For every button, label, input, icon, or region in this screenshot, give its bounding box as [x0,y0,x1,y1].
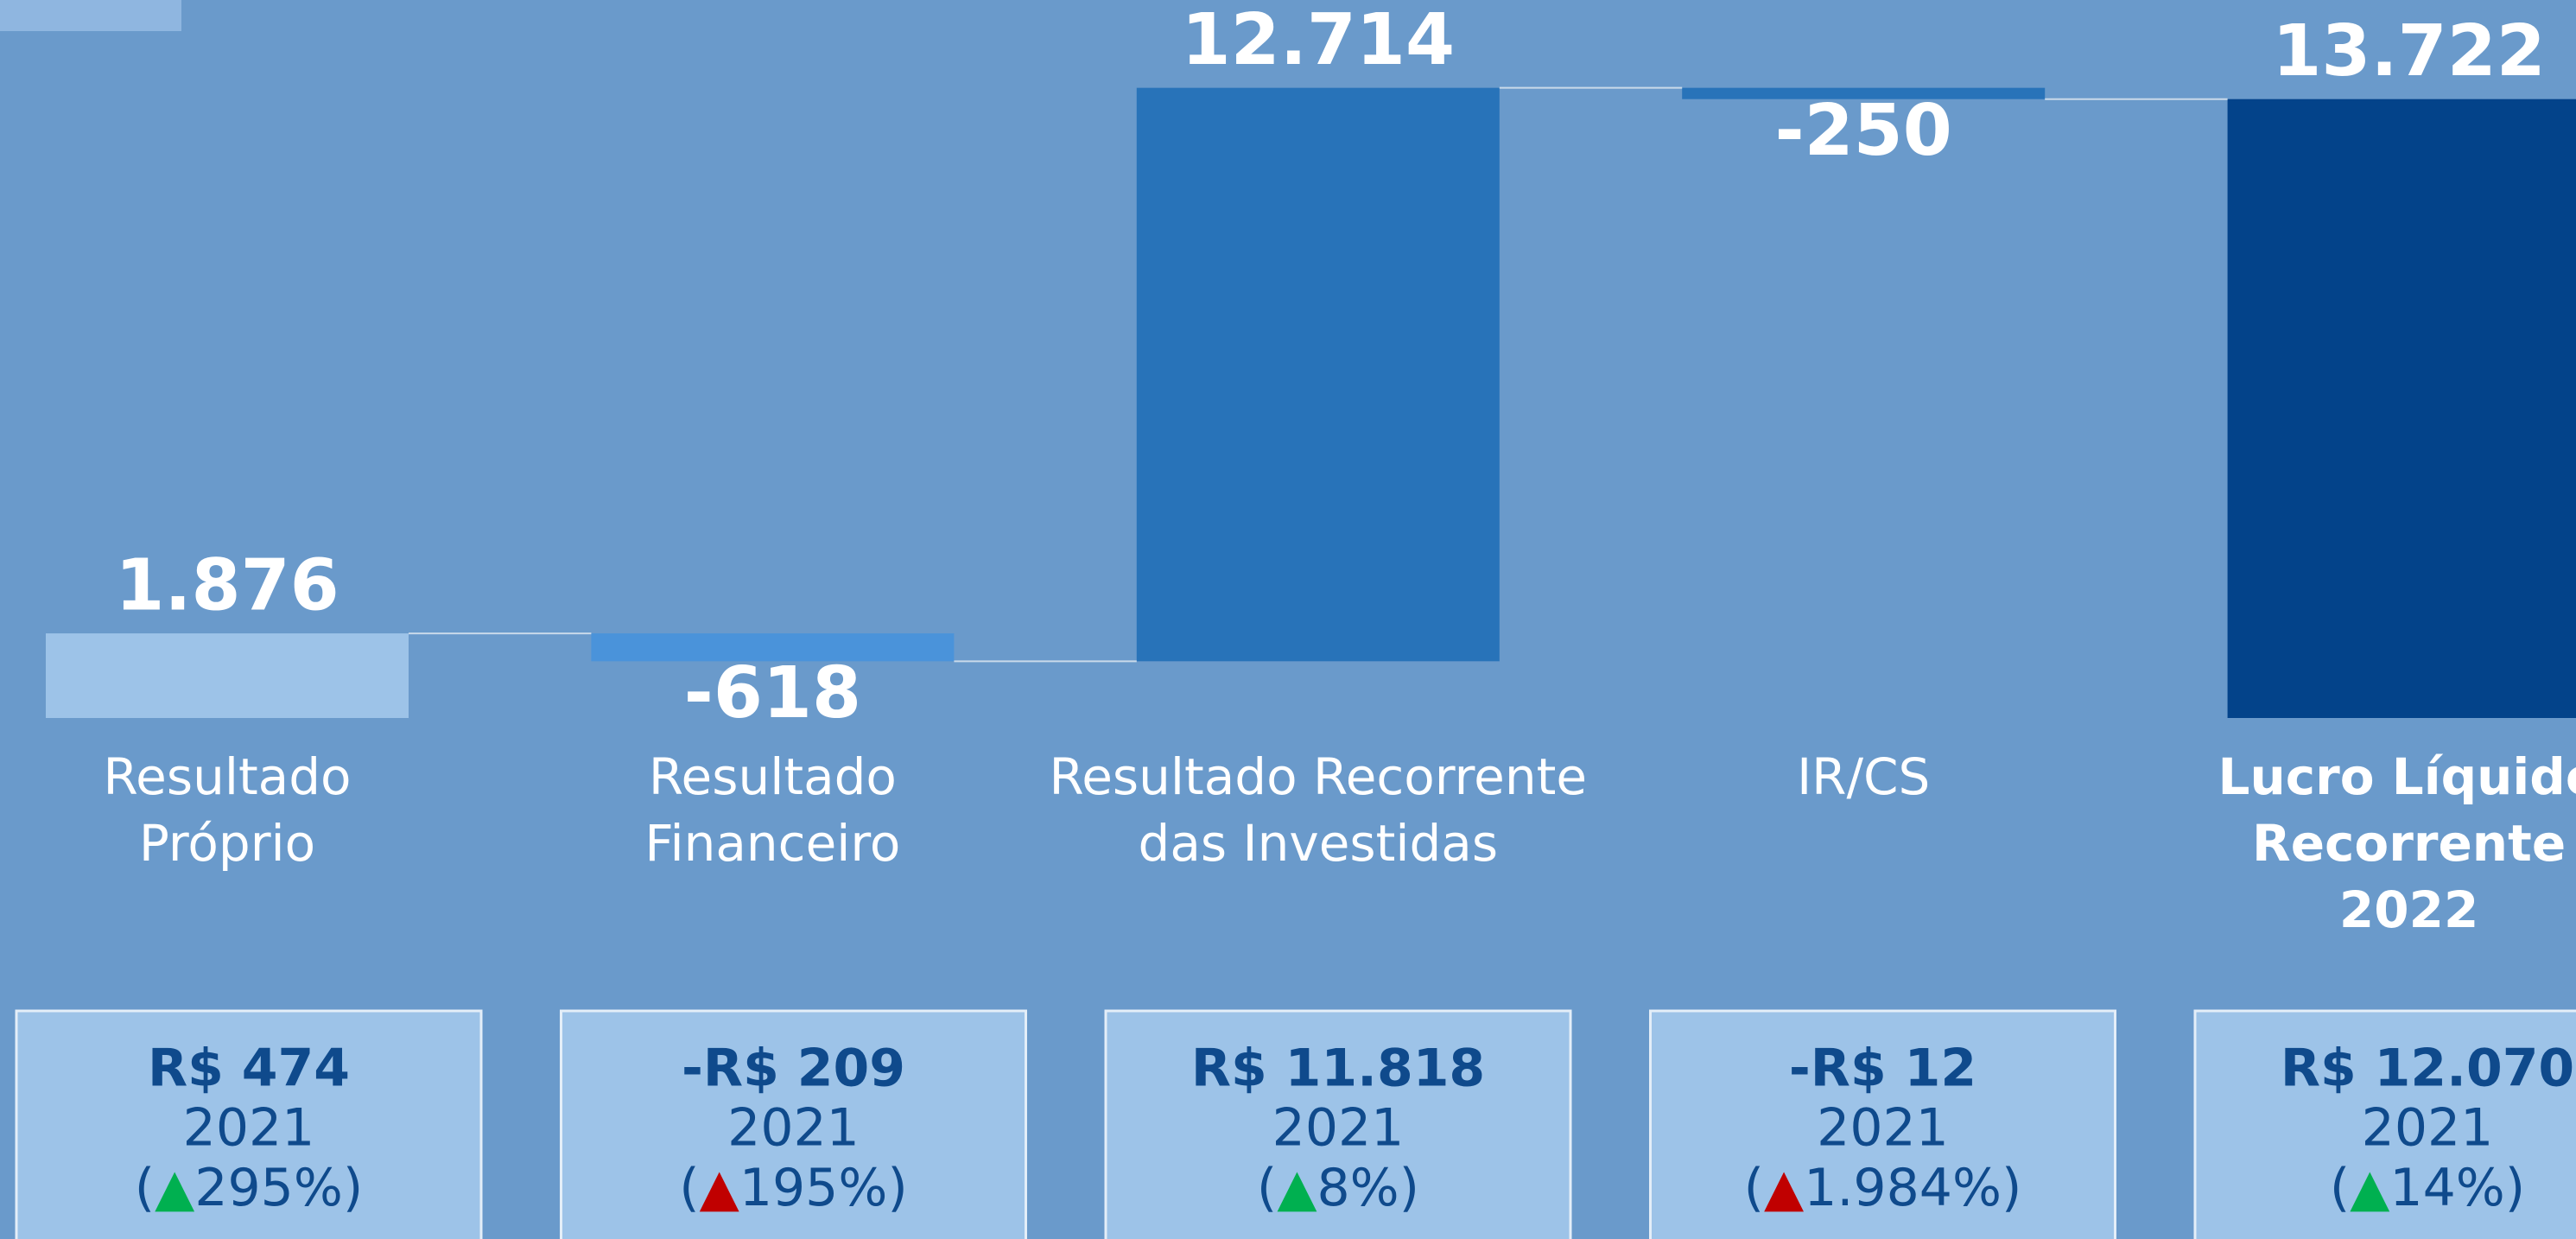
comparison-change: (▲8%) [1257,1158,1419,1218]
category-label: Recorrente [2252,814,2566,873]
bar [591,633,955,662]
value-label: 12.714 [1182,0,1455,81]
value-label: 1.876 [115,545,339,627]
change-text: 1.984%) [1804,1158,2021,1218]
comparison-amount: R$ 474 [148,1039,350,1099]
change-arrow: ▲ [1764,1158,1804,1218]
comparison-amount: -R$ 12 [1789,1039,1976,1099]
category-label: Resultado [103,747,351,806]
category-label: Resultado [649,747,897,806]
change-text: 8%) [1317,1158,1419,1218]
comparison-box [2193,1009,2576,1239]
change-arrow: ▲ [1277,1158,1317,1218]
category-label: Resultado Recorrente [1050,747,1588,806]
comparison-box [1104,1009,1572,1239]
comparison-year: 2021 [183,1098,315,1159]
change-text: 195%) [739,1158,908,1218]
change-text: ( [679,1158,699,1218]
value-label: -618 [684,652,861,734]
comparison-year: 2021 [1817,1098,1949,1159]
comparison-change: (▲1.984%) [1744,1158,2022,1218]
comparison-box [1649,1009,2116,1239]
bar [1136,87,1500,662]
comparison-amount: R$ 12.070 [2281,1039,2574,1099]
change-text: ( [135,1158,155,1218]
comparison-box [15,1009,483,1239]
comparison-change: (▲14%) [2330,1158,2525,1218]
comparison-year: 2021 [727,1098,860,1159]
change-text: ( [1744,1158,1764,1218]
corner-tab [0,0,181,31]
change-arrow: ▲ [155,1158,194,1218]
comparison-change: (▲195%) [679,1158,908,1218]
comparison-box [560,1009,1027,1239]
change-text: ( [2330,1158,2350,1218]
category-label: IR/CS [1797,747,1930,806]
comparison-amount: R$ 11.818 [1191,1039,1485,1099]
category-label: Lucro Líquido [2218,747,2576,806]
comparison-year: 2021 [2362,1098,2494,1159]
change-arrow: ▲ [700,1158,739,1218]
bar [2227,98,2576,718]
category-label: Próprio [139,814,315,873]
change-text: 14%) [2389,1158,2525,1218]
comparison-change: (▲295%) [135,1158,364,1218]
change-arrow: ▲ [2350,1158,2389,1218]
value-label: -250 [1775,90,1952,172]
comparison-year: 2021 [1272,1098,1405,1159]
comparison-amount: -R$ 209 [682,1039,905,1099]
category-label: Financeiro [644,814,900,873]
bar [46,633,409,718]
bar [1682,87,2046,99]
category-label: das Investidas [1139,814,1499,873]
value-label: 13.722 [2272,10,2545,92]
change-text: ( [1257,1158,1277,1218]
category-label: 2022 [2339,880,2478,939]
change-text: 295%) [194,1158,363,1218]
